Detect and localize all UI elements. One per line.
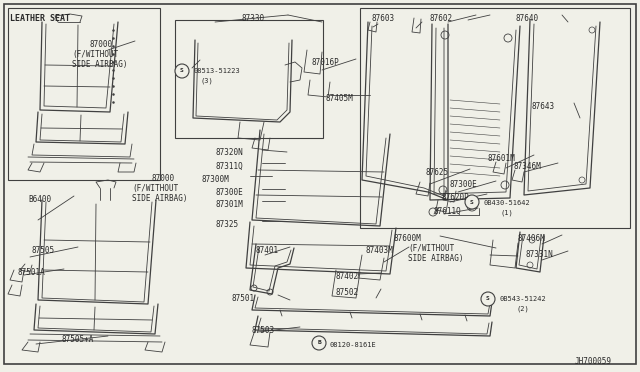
Bar [175,20,323,138]
Text: 87505+A: 87505+A [62,335,94,344]
Bar [8,8,160,180]
Text: 87300E: 87300E [450,180,477,189]
Text: 87603: 87603 [371,14,394,23]
Circle shape [267,289,273,295]
Circle shape [251,285,257,291]
Circle shape [504,34,512,42]
Text: 87620P: 87620P [441,193,468,202]
Text: B: B [317,340,321,346]
Circle shape [429,208,437,216]
Text: (F/WITHOUT: (F/WITHOUT [72,50,118,59]
Bar [360,8,630,228]
Text: 0B543-51242: 0B543-51242 [499,296,546,302]
Text: B6400: B6400 [28,195,51,204]
Text: 87300E: 87300E [216,188,244,197]
Circle shape [529,237,535,243]
Circle shape [501,181,509,189]
Text: 87311Q: 87311Q [216,162,244,171]
Text: 87346M: 87346M [514,162,541,171]
Text: 87325: 87325 [216,220,239,229]
Text: (1): (1) [500,210,513,217]
Text: 87600M: 87600M [394,234,422,243]
Text: 87403M: 87403M [365,246,393,255]
Text: 87000: 87000 [90,40,113,49]
Text: 87016P: 87016P [311,58,339,67]
Text: 0B430-51642: 0B430-51642 [483,200,530,206]
Circle shape [312,336,326,350]
Circle shape [483,295,493,305]
Text: 87320N: 87320N [216,148,244,157]
Text: 87401: 87401 [255,246,278,255]
Text: SIDE AIRBAG): SIDE AIRBAG) [72,60,127,69]
Text: 08120-8161E: 08120-8161E [330,342,377,348]
Circle shape [527,262,533,268]
Text: 87501: 87501 [231,294,254,303]
Text: S: S [180,68,184,74]
Circle shape [439,186,447,194]
Text: (F/WITHOUT: (F/WITHOUT [132,184,179,193]
Circle shape [589,27,595,33]
Circle shape [467,201,477,211]
Text: 87505: 87505 [32,246,55,255]
Text: 87643: 87643 [531,102,554,111]
Text: S: S [486,296,490,301]
Text: 87300M: 87300M [202,175,230,184]
Text: 87601M: 87601M [488,154,516,163]
Circle shape [579,177,585,183]
Text: 87000: 87000 [152,174,175,183]
Text: 87402: 87402 [335,272,358,281]
Text: (2): (2) [516,306,529,312]
Circle shape [441,31,449,39]
Text: 87640: 87640 [516,14,539,23]
Text: (F/WITHOUT: (F/WITHOUT [408,244,454,253]
Text: 87602: 87602 [430,14,453,23]
Circle shape [175,64,189,78]
Text: S: S [470,199,474,205]
Text: (3): (3) [200,78,212,84]
Text: 87502: 87502 [335,288,358,297]
Text: 87501A: 87501A [18,268,45,277]
Text: SIDE AIRBAG): SIDE AIRBAG) [132,194,188,203]
Text: 87330: 87330 [242,14,265,23]
Text: 08513-51223: 08513-51223 [194,68,241,74]
Text: 87625: 87625 [425,168,448,177]
Circle shape [481,292,495,306]
Text: LEATHER SEAT: LEATHER SEAT [10,14,70,23]
Text: 87503: 87503 [251,326,274,335]
Text: 87301M: 87301M [216,200,244,209]
Circle shape [465,195,479,209]
Text: 87405M: 87405M [326,94,354,103]
Text: JH700059: JH700059 [575,357,612,366]
Text: 87406M: 87406M [518,234,546,243]
Text: 87331N: 87331N [526,250,554,259]
Circle shape [313,339,323,349]
Text: 87611Q: 87611Q [433,207,461,216]
Text: SIDE AIRBAG): SIDE AIRBAG) [408,254,463,263]
